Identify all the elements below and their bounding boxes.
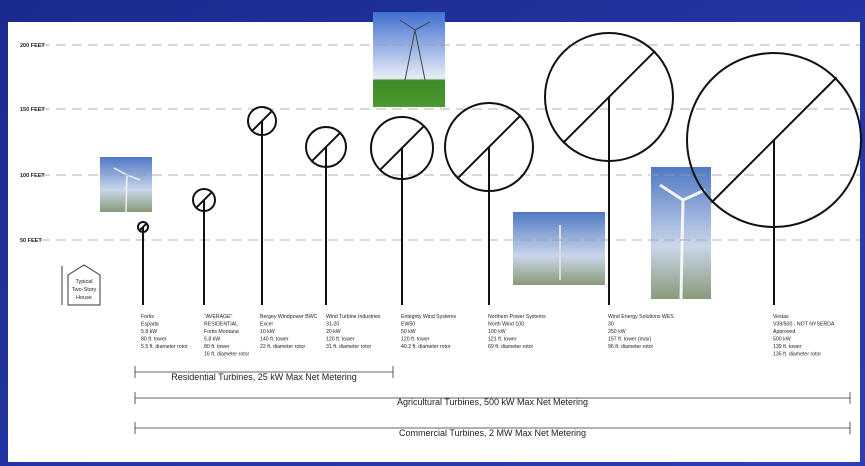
turbine-spec: 16 ft. diameter rotor	[204, 352, 250, 358]
turbine-spec: 50 kW	[401, 329, 416, 335]
axis-label: 150 FEET	[20, 107, 45, 113]
turbine-spec: 5.5 ft. diameter rotor	[141, 344, 188, 350]
bracket-label: Agricultural Turbines, 500 kW Max Net Me…	[397, 397, 588, 407]
bracket-label: Residential Turbines, 25 kW Max Net Mete…	[171, 372, 357, 382]
turbine-spec: Wind Energy Solutions WES	[608, 314, 674, 320]
house-label: Two-Story	[72, 287, 97, 293]
turbine-spec: North Wind 100	[488, 322, 524, 328]
turbine-spec: Wind Turbine Industries	[326, 314, 381, 320]
turbine-spec: 22 ft. diameter rotor	[260, 344, 306, 350]
axis-label: 200 FEET	[20, 43, 45, 49]
turbine-spec: V39/500 - NOT NYSERDA	[773, 322, 835, 328]
turbine-spec: Vestas	[773, 314, 789, 320]
turbine-spec: 139 ft. tower	[773, 344, 802, 350]
turbine-spec: 250 kW	[608, 329, 626, 335]
turbine-spec: 40.2 ft. diameter rotor	[401, 344, 451, 350]
turbine-spec: Fortis	[141, 314, 154, 320]
axis-label: 50 FEET	[20, 238, 42, 244]
turbine-spec: 135 ft. diameter rotor	[773, 352, 821, 358]
turbine-spec: 31-20	[326, 322, 339, 328]
turbine-spec: 140 ft. tower	[260, 337, 289, 343]
turbine-spec: 5.8 kW	[141, 329, 157, 335]
turbine-spec: Northern Power Systems	[488, 314, 546, 320]
turbine-spec: Fortis Montana	[204, 329, 239, 335]
turbine-spec: 31 ft. diameter rotor	[326, 344, 372, 350]
turbine-spec: 5.8 kW	[204, 337, 220, 343]
slide: 200 FEET 150 FEET 100 FEET 50 FEET Typical Tw…	[0, 0, 865, 466]
turbine-spec: 10 kW	[260, 329, 275, 335]
turbine-spec: Entegrity Wind Systems	[401, 314, 456, 320]
turbine-spec: EW50	[401, 322, 415, 328]
turbine-spec: 30	[608, 322, 614, 328]
turbine-spec: 121 ft. tower	[488, 337, 517, 343]
turbine-spec: Excel	[260, 322, 273, 328]
axis-label: 100 FEET	[20, 173, 45, 179]
turbine-spec: RESIDENTIAL	[204, 322, 238, 328]
turbine-spec: "AVERAGE"	[204, 314, 233, 320]
turbine-spec: Espada	[141, 322, 159, 328]
turbine-spec: 120 ft. tower	[401, 337, 430, 343]
turbine-spec: 500 kW	[773, 337, 791, 343]
turbine-spec: 20 kW	[326, 329, 341, 335]
turbine-spec: 80 ft. tower	[141, 337, 167, 343]
turbine-spec: 69 ft. diameter rotor	[488, 344, 534, 350]
turbine-spec: Bergey Windpower BWC	[260, 314, 318, 320]
house-label: House	[76, 295, 92, 301]
turbine-spec: 100 kW	[488, 329, 506, 335]
turbine-spec: 96 ft. diameter rotor	[608, 344, 654, 350]
turbine-spec: Approved	[773, 329, 795, 335]
house-label: Typical	[75, 279, 92, 285]
turbine-spec: 80 ft. tower	[204, 344, 230, 350]
turbine-spec: 157 ft. tower (max)	[608, 337, 652, 343]
bracket-label: Commercial Turbines, 2 MW Max Net Meteri…	[399, 428, 586, 438]
turbine-spec: 120 ft. tower	[326, 337, 355, 343]
